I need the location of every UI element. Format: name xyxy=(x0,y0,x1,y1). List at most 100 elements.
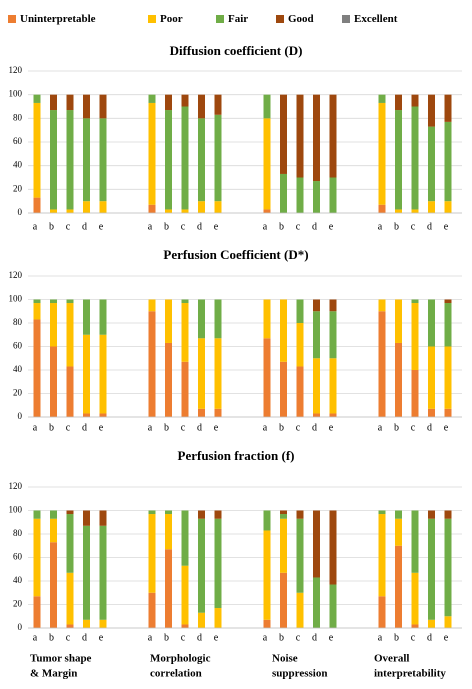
bar-segment xyxy=(181,106,189,210)
x-tick-label: b xyxy=(279,632,284,643)
bar-segment xyxy=(296,510,304,519)
x-tick-label: a xyxy=(148,221,153,232)
x-tick-label: a xyxy=(378,221,383,232)
x-tick-label: c xyxy=(181,221,186,232)
bar-segment xyxy=(66,510,74,515)
x-tick-label: b xyxy=(164,422,169,433)
bar-segment xyxy=(329,299,337,312)
bar-segment xyxy=(313,358,320,414)
bar-segment xyxy=(296,299,304,323)
bar-segment xyxy=(428,126,435,202)
chart-title: Perfusion Coefficient (D*) xyxy=(163,247,308,262)
bar-segment xyxy=(198,612,205,628)
bar-segment xyxy=(378,514,386,597)
x-tick-label: e xyxy=(99,422,104,433)
y-tick-label: 120 xyxy=(9,65,23,75)
x-tick-label: b xyxy=(164,221,169,232)
bar-segment xyxy=(33,102,41,198)
bar-segment xyxy=(378,102,386,205)
bar-segment xyxy=(66,110,74,210)
bar-segment xyxy=(411,624,419,628)
y-tick-label: 100 xyxy=(9,505,23,515)
bar-segment xyxy=(83,334,90,414)
bar-segment xyxy=(148,102,156,205)
chart-title: Diffusion coefficient (D) xyxy=(170,43,303,58)
bar-segment xyxy=(296,177,304,213)
bar-segment xyxy=(99,334,107,414)
x-tick-label: d xyxy=(82,632,87,643)
bar-segment xyxy=(395,510,402,519)
bar-segment xyxy=(214,338,222,409)
x-tick-label: a xyxy=(148,632,153,643)
bar-segment xyxy=(263,619,271,628)
bar-segment xyxy=(296,94,304,178)
bar-segment xyxy=(83,619,90,628)
x-tick-label: e xyxy=(444,632,449,643)
bar-segment xyxy=(444,510,452,519)
y-tick-label: 100 xyxy=(9,294,23,304)
bar-segment xyxy=(66,572,74,625)
bar-segment xyxy=(50,299,57,304)
bar-segment xyxy=(99,525,107,620)
bar-segment xyxy=(50,94,57,111)
bar-segment xyxy=(50,303,57,347)
bar-segment xyxy=(428,510,435,519)
bar-segment xyxy=(66,303,74,367)
bar-segment xyxy=(198,201,205,213)
legend-swatch xyxy=(148,15,156,23)
bar-segment xyxy=(198,299,205,339)
bar-segment xyxy=(214,201,222,213)
y-tick-label: 0 xyxy=(18,207,23,217)
x-tick-label: e xyxy=(99,221,104,232)
y-tick-label: 60 xyxy=(13,136,23,146)
x-tick-label: d xyxy=(82,422,87,433)
bar-segment xyxy=(214,408,222,417)
y-tick-label: 0 xyxy=(18,411,23,421)
legend-swatch xyxy=(276,15,284,23)
bar-segment xyxy=(395,209,402,213)
bar-segment xyxy=(198,338,205,409)
group-label: correlation xyxy=(150,668,202,680)
y-tick-label: 40 xyxy=(13,364,23,374)
x-tick-label: e xyxy=(214,221,219,232)
bar-segment xyxy=(83,525,90,620)
bar-segment xyxy=(181,94,189,107)
y-tick-label: 80 xyxy=(13,317,23,327)
bar-segment xyxy=(444,201,452,213)
y-tick-label: 60 xyxy=(13,341,23,351)
x-tick-label: a xyxy=(378,632,383,643)
bar-segment xyxy=(411,510,419,573)
chart-title: Perfusion fraction (f) xyxy=(178,448,295,463)
bar-segment xyxy=(83,201,90,213)
y-tick-label: 60 xyxy=(13,552,23,562)
bar-segment xyxy=(296,366,304,417)
x-tick-label: e xyxy=(444,422,449,433)
bar-segment xyxy=(378,596,386,628)
bar-segment xyxy=(329,94,337,178)
bar-segment xyxy=(99,118,107,202)
bar-segment xyxy=(378,204,386,213)
x-tick-label: e xyxy=(329,422,334,433)
bar-segment xyxy=(444,346,452,409)
group-label: interpretability xyxy=(374,668,446,680)
bar-segment xyxy=(280,94,287,174)
x-tick-label: c xyxy=(296,632,301,643)
bar-segment xyxy=(66,624,74,628)
bar-segment xyxy=(181,299,189,304)
x-tick-label: c xyxy=(181,422,186,433)
x-tick-label: b xyxy=(279,422,284,433)
bar-segment xyxy=(165,299,172,343)
bar-segment xyxy=(411,299,419,304)
bar-segment xyxy=(99,94,107,119)
bar-segment xyxy=(313,299,320,312)
group-label: & Margin xyxy=(30,668,77,680)
x-tick-label: d xyxy=(197,221,202,232)
bar-segment xyxy=(33,518,41,597)
bar-segment xyxy=(296,323,304,367)
bar-segment xyxy=(378,510,386,515)
bar-segment xyxy=(263,118,271,210)
bar-segment xyxy=(165,514,172,550)
bar-segment xyxy=(395,518,402,546)
bar-segment xyxy=(165,510,172,515)
bar-segment xyxy=(263,510,271,531)
